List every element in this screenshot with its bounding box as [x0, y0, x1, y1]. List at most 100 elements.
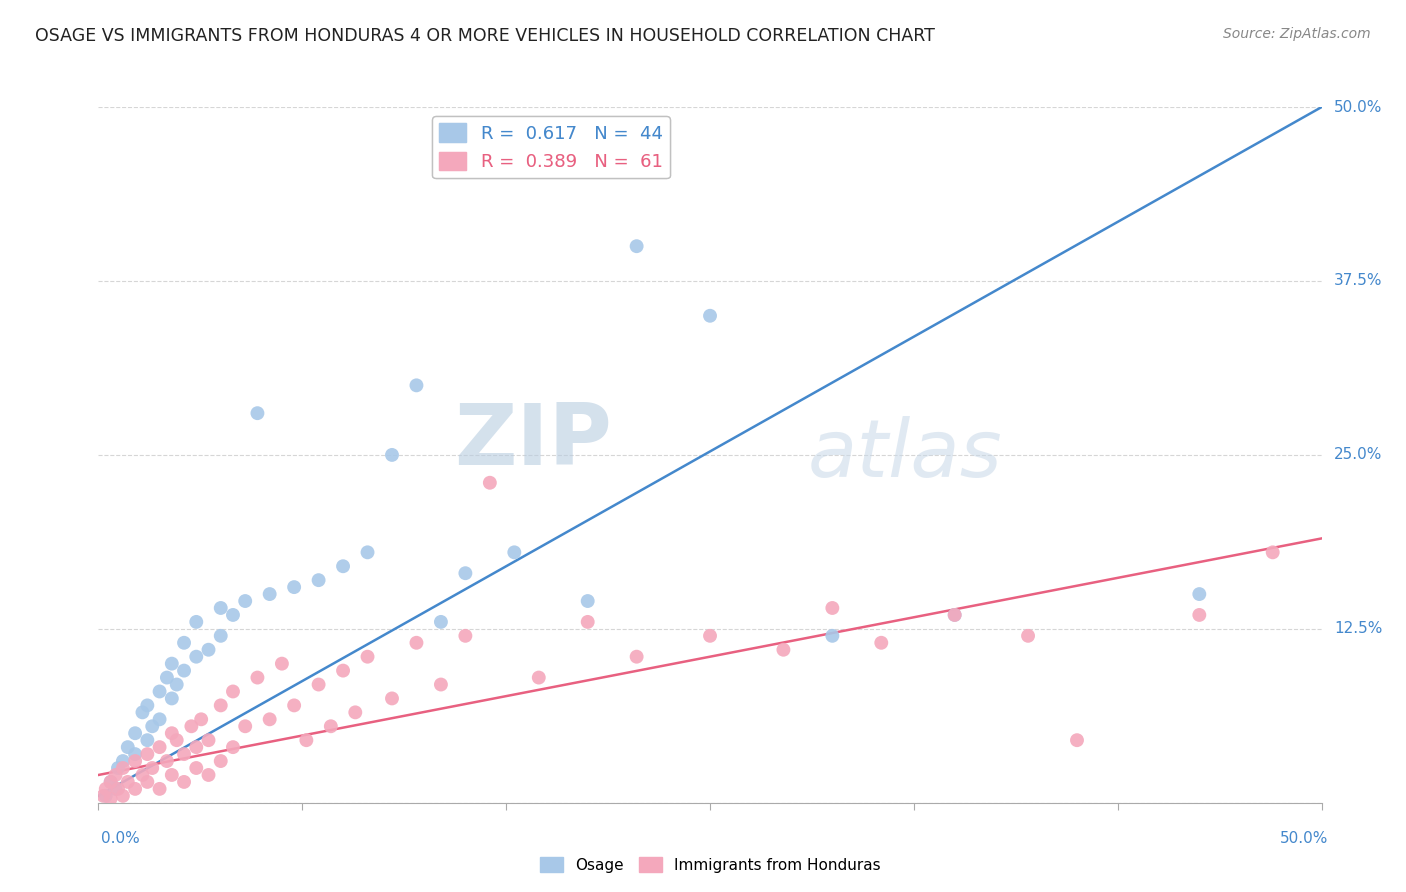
Point — [149, 781, 172, 796]
Point — [1017, 629, 1039, 643]
Point — [94, 789, 117, 803]
Point — [1188, 587, 1211, 601]
Point — [124, 747, 146, 761]
Point — [626, 239, 648, 253]
Point — [381, 691, 404, 706]
Point — [131, 768, 153, 782]
Text: OSAGE VS IMMIGRANTS FROM HONDURAS 4 OR MORE VEHICLES IN HOUSEHOLD CORRELATION CH: OSAGE VS IMMIGRANTS FROM HONDURAS 4 OR M… — [35, 27, 935, 45]
Point — [180, 719, 202, 733]
Point — [186, 740, 208, 755]
Point — [141, 761, 163, 775]
Point — [772, 642, 794, 657]
Point — [197, 733, 219, 747]
Point — [160, 768, 183, 782]
Point — [295, 733, 318, 747]
Point — [699, 309, 721, 323]
Point — [149, 740, 172, 755]
Point — [222, 740, 245, 755]
Point — [209, 754, 232, 768]
Point — [111, 754, 134, 768]
Point — [576, 594, 599, 608]
Point — [117, 740, 139, 755]
Point — [503, 545, 526, 559]
Point — [136, 698, 159, 713]
Legend: R =  0.617   N =  44, R =  0.389   N =  61: R = 0.617 N = 44, R = 0.389 N = 61 — [432, 116, 671, 178]
Point — [209, 629, 232, 643]
Point — [209, 698, 232, 713]
Point — [576, 615, 599, 629]
Point — [149, 684, 172, 698]
Point — [699, 629, 721, 643]
Point — [156, 754, 179, 768]
Point — [222, 684, 245, 698]
Point — [332, 559, 354, 574]
Point — [117, 775, 139, 789]
Point — [430, 615, 453, 629]
Point — [111, 761, 134, 775]
Point — [405, 378, 427, 392]
Point — [104, 768, 127, 782]
Point — [173, 636, 195, 650]
Point — [186, 649, 208, 664]
Point — [197, 642, 219, 657]
Point — [141, 719, 163, 733]
Point — [209, 601, 232, 615]
Text: 50.0%: 50.0% — [1281, 831, 1329, 846]
Point — [259, 712, 281, 726]
Point — [166, 733, 188, 747]
Point — [943, 607, 966, 622]
Point — [160, 657, 183, 671]
Point — [233, 719, 256, 733]
Point — [527, 671, 550, 685]
Text: Source: ZipAtlas.com: Source: ZipAtlas.com — [1223, 27, 1371, 41]
Point — [332, 664, 354, 678]
Point — [821, 601, 844, 615]
Point — [104, 781, 127, 796]
Text: 37.5%: 37.5% — [1334, 274, 1382, 288]
Point — [478, 475, 501, 490]
Point — [356, 649, 378, 664]
Point — [94, 781, 117, 796]
Point — [136, 747, 159, 761]
Point — [1066, 733, 1088, 747]
Point — [430, 677, 453, 691]
Point — [626, 649, 648, 664]
Point — [160, 726, 183, 740]
Point — [173, 747, 195, 761]
Point — [943, 607, 966, 622]
Point — [186, 615, 208, 629]
Point — [149, 712, 172, 726]
Point — [259, 587, 281, 601]
Point — [156, 671, 179, 685]
Point — [173, 664, 195, 678]
Point — [283, 698, 305, 713]
Point — [308, 677, 330, 691]
Point — [356, 545, 378, 559]
Text: 25.0%: 25.0% — [1334, 448, 1382, 462]
Point — [870, 636, 893, 650]
Point — [190, 712, 212, 726]
Point — [100, 775, 122, 789]
Point — [124, 726, 146, 740]
Point — [1261, 545, 1284, 559]
Point — [270, 657, 294, 671]
Point — [381, 448, 404, 462]
Point — [111, 789, 134, 803]
Point — [454, 566, 477, 581]
Point — [124, 754, 146, 768]
Point — [246, 406, 269, 420]
Point — [233, 594, 256, 608]
Text: 0.0%: 0.0% — [101, 831, 141, 846]
Point — [821, 629, 844, 643]
Point — [124, 781, 146, 796]
Point — [166, 677, 188, 691]
Point — [246, 671, 269, 685]
Point — [1188, 607, 1211, 622]
Point — [186, 761, 208, 775]
Text: atlas: atlas — [808, 416, 1002, 494]
Text: 12.5%: 12.5% — [1334, 622, 1382, 636]
Point — [222, 607, 245, 622]
Point — [197, 768, 219, 782]
Point — [136, 775, 159, 789]
Point — [100, 791, 122, 805]
